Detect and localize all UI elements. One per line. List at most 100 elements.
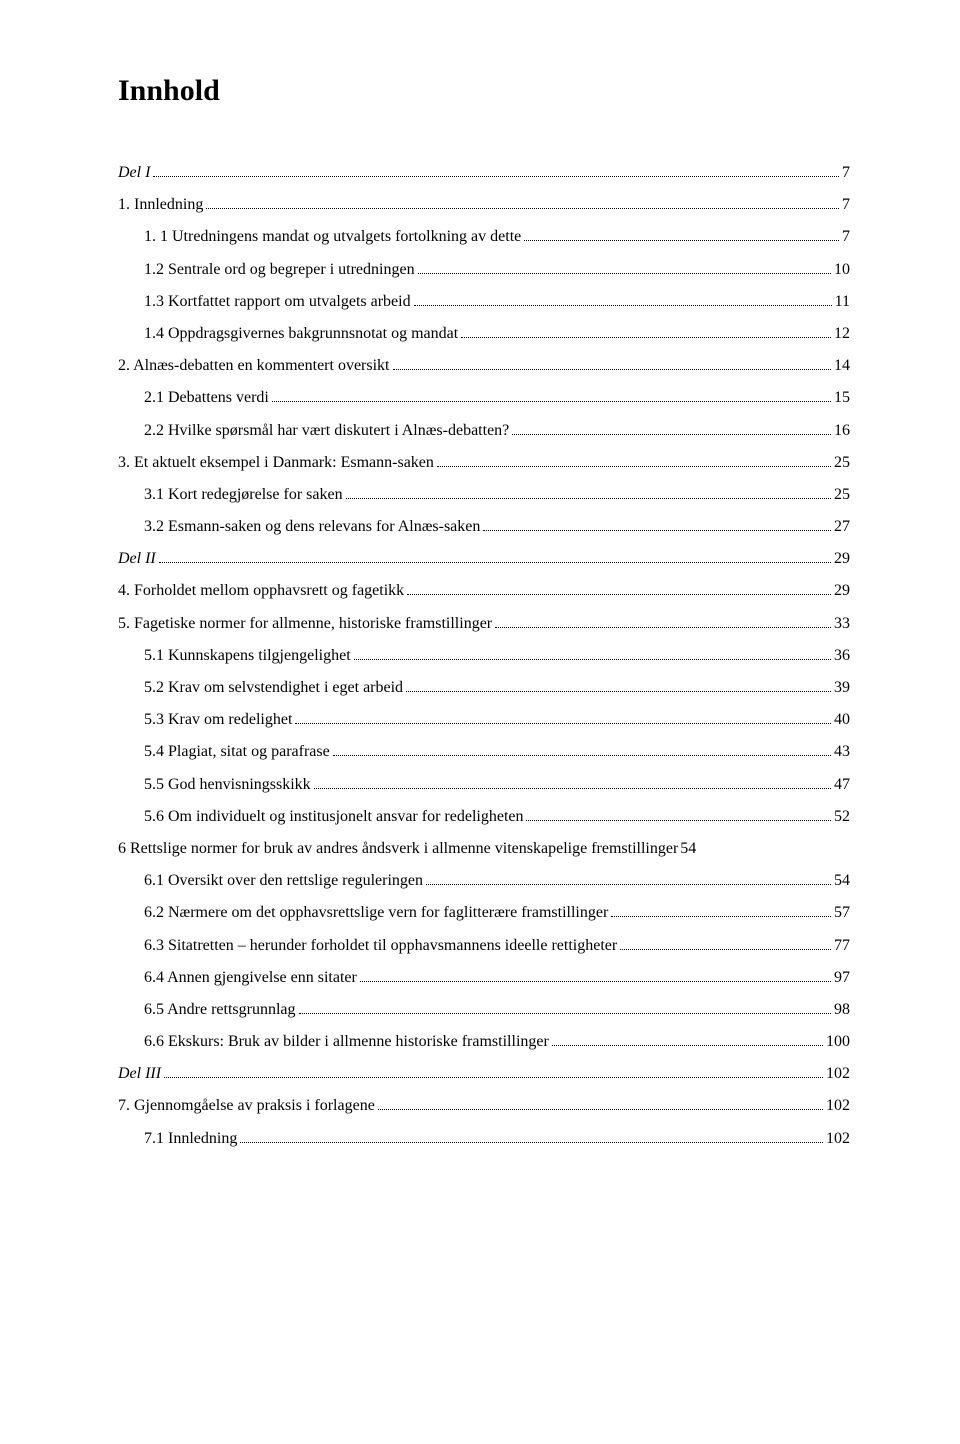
toc-entry-label: 5.3 Krav om redelighet: [144, 711, 292, 729]
toc-entry: 4. Forholdet mellom opphavsrett og faget…: [118, 582, 850, 600]
toc-entry-label: 6 Rettslige normer for bruk av andres ån…: [118, 840, 678, 858]
toc-entry-page: 36: [834, 647, 850, 665]
toc-entry-page: 54: [680, 840, 696, 858]
toc-entry-label: 6.4 Annen gjengivelse enn sitater: [144, 969, 357, 987]
toc-leader-dots: [426, 884, 831, 885]
toc-entry-label: 1.3 Kortfattet rapport om utvalgets arbe…: [144, 293, 411, 311]
toc-leader-dots: [206, 208, 839, 209]
toc-leader-dots: [354, 659, 831, 660]
toc-entry-label: 1. Innledning: [118, 196, 203, 214]
toc-leader-dots: [495, 627, 831, 628]
toc-entry: 3.2 Esmann-saken og dens relevans for Al…: [118, 518, 850, 536]
toc-entry-label: 2. Alnæs-debatten en kommentert oversikt: [118, 357, 390, 375]
toc-entry-page: 98: [834, 1001, 850, 1019]
toc-entry-label: 7. Gjennomgåelse av praksis i forlagene: [118, 1097, 375, 1115]
toc-entry-label: 3.1 Kort redegjørelse for saken: [144, 486, 343, 504]
toc-entry-page: 15: [834, 389, 850, 407]
toc-entry-label: 5.2 Krav om selvstendighet i eget arbeid: [144, 679, 403, 697]
toc-entry: 5. Fagetiske normer for allmenne, histor…: [118, 615, 850, 633]
toc-entry: 6.1 Oversikt over den rettslige reguleri…: [118, 872, 850, 890]
toc-entry-page: 29: [834, 550, 850, 568]
toc-entry-page: 52: [834, 808, 850, 826]
toc-entry-label: 5.4 Plagiat, sitat og parafrase: [144, 743, 330, 761]
toc-entry: 2.1 Debattens verdi 15: [118, 389, 850, 407]
toc-entry-label: 7.1 Innledning: [144, 1130, 237, 1148]
toc-entry-page: 14: [834, 357, 850, 375]
toc-entry-page: 43: [834, 743, 850, 761]
toc-entry-page: 47: [834, 776, 850, 794]
toc-entry-label: 3. Et aktuelt eksempel i Danmark: Esmann…: [118, 454, 434, 472]
toc-entry-page: 39: [834, 679, 850, 697]
toc-entry-page: 16: [834, 422, 850, 440]
toc-entry: 1.4 Oppdragsgivernes bakgrunnsnotat og m…: [118, 325, 850, 343]
toc-leader-dots: [483, 530, 831, 531]
toc-entry: 1. 1 Utredningens mandat og utvalgets fo…: [118, 228, 850, 246]
toc-entry-label: 6.1 Oversikt over den rettslige reguleri…: [144, 872, 423, 890]
toc-entry-label: 5.1 Kunnskapens tilgjengelighet: [144, 647, 351, 665]
toc-entry-label: 1.4 Oppdragsgivernes bakgrunnsnotat og m…: [144, 325, 458, 343]
toc-entry-page: 12: [834, 325, 850, 343]
toc-entry-label: 5.5 God henvisningsskikk: [144, 776, 311, 794]
toc-entry-label: Del III: [118, 1065, 161, 1083]
toc-leader-dots: [461, 337, 831, 338]
toc-entry: 6.6 Ekskurs: Bruk av bilder i allmenne h…: [118, 1033, 850, 1051]
toc-entry-label: Del II: [118, 550, 156, 568]
toc-leader-dots: [299, 1013, 831, 1014]
toc-entry-page: 7: [842, 164, 850, 182]
toc-leader-dots: [164, 1077, 823, 1078]
toc-entry-label: 1.2 Sentrale ord og begreper i utredning…: [144, 261, 415, 279]
toc-leader-dots: [611, 916, 831, 917]
toc-entry: 6.3 Sitatretten – herunder forholdet til…: [118, 937, 850, 955]
toc-entry-label: 6.2 Nærmere om det opphavsrettslige vern…: [144, 904, 608, 922]
toc-entry: 5.5 God henvisningsskikk 47: [118, 776, 850, 794]
toc-entry-page: 77: [834, 937, 850, 955]
toc-entry-label: Del I: [118, 164, 150, 182]
toc-leader-dots: [240, 1142, 823, 1143]
toc-leader-dots: [406, 691, 831, 692]
toc-entry-page: 10: [834, 261, 850, 279]
toc-leader-dots: [414, 305, 832, 306]
page-title: Innhold: [118, 74, 850, 108]
toc-entry-page: 102: [826, 1065, 850, 1083]
toc-leader-dots: [552, 1045, 823, 1046]
toc-entry: 7.1 Innledning 102: [118, 1130, 850, 1148]
toc-entry: 7. Gjennomgåelse av praksis i forlagene …: [118, 1097, 850, 1115]
toc-entry-label: 1. 1 Utredningens mandat og utvalgets fo…: [144, 228, 521, 246]
toc-leader-dots: [437, 466, 831, 467]
toc-entry: 6 Rettslige normer for bruk av andres ån…: [118, 840, 850, 858]
toc-entry: 6.2 Nærmere om det opphavsrettslige vern…: [118, 904, 850, 922]
toc-entry-page: 7: [842, 228, 850, 246]
toc-entry-page: 57: [834, 904, 850, 922]
toc-entry-page: 33: [834, 615, 850, 633]
toc-leader-dots: [407, 594, 831, 595]
toc-leader-dots: [272, 401, 831, 402]
toc-entry-label: 3.2 Esmann-saken og dens relevans for Al…: [144, 518, 480, 536]
toc-entry: Del I 7: [118, 164, 850, 182]
toc-entry: 1.3 Kortfattet rapport om utvalgets arbe…: [118, 293, 850, 311]
toc-entry: 6.5 Andre rettsgrunnlag 98: [118, 1001, 850, 1019]
toc-entry-page: 102: [826, 1097, 850, 1115]
toc-entry-label: 5.6 Om individuelt og institusjonelt ans…: [144, 808, 523, 826]
toc-entry: Del II 29: [118, 550, 850, 568]
toc-entry: 1. Innledning 7: [118, 196, 850, 214]
toc-leader-dots: [314, 788, 831, 789]
toc-leader-dots: [159, 562, 831, 563]
toc-entry: 5.2 Krav om selvstendighet i eget arbeid…: [118, 679, 850, 697]
toc-leader-dots: [360, 981, 831, 982]
toc-entry-page: 25: [834, 454, 850, 472]
toc-entry: 1.2 Sentrale ord og begreper i utredning…: [118, 261, 850, 279]
toc-leader-dots: [333, 755, 831, 756]
toc-entry: 6.4 Annen gjengivelse enn sitater 97: [118, 969, 850, 987]
toc-entry: Del III 102: [118, 1065, 850, 1083]
toc-entry-label: 2.2 Hvilke spørsmål har vært diskutert i…: [144, 422, 509, 440]
toc-entry: 3.1 Kort redegjørelse for saken 25: [118, 486, 850, 504]
toc-entry: 5.6 Om individuelt og institusjonelt ans…: [118, 808, 850, 826]
toc-entry: 2. Alnæs-debatten en kommentert oversikt…: [118, 357, 850, 375]
toc-leader-dots: [512, 434, 831, 435]
toc-leader-dots: [524, 240, 839, 241]
toc-leader-dots: [393, 369, 832, 370]
toc-leader-dots: [346, 498, 831, 499]
toc-entry: 3. Et aktuelt eksempel i Danmark: Esmann…: [118, 454, 850, 472]
toc-leader-dots: [295, 723, 831, 724]
toc-leader-dots: [620, 949, 831, 950]
